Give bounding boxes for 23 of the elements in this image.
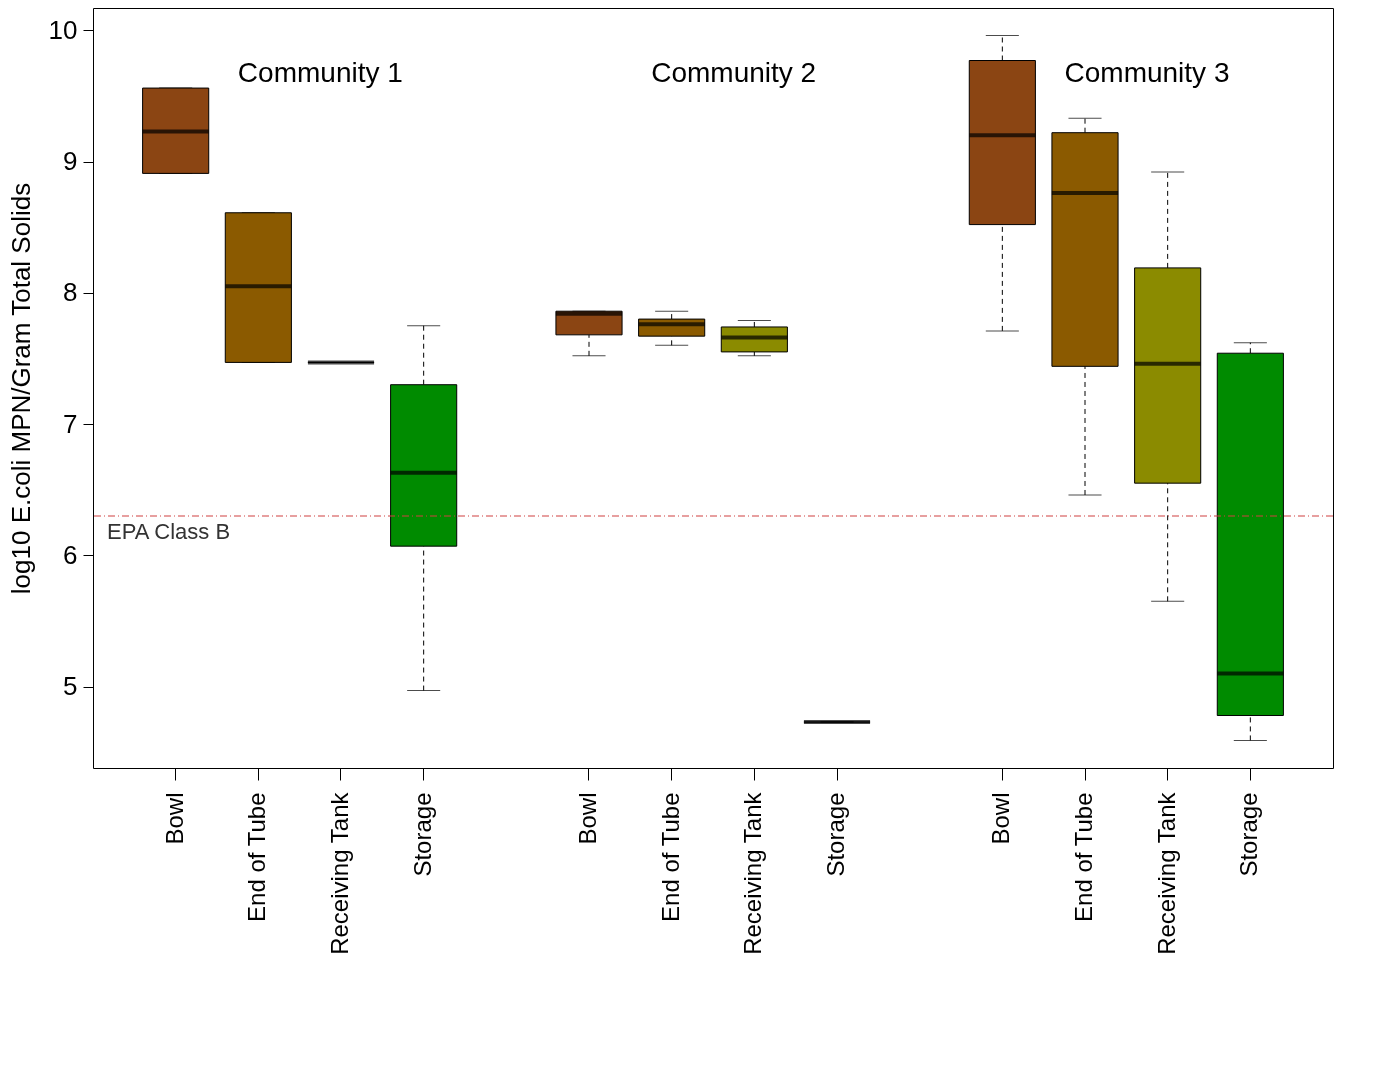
x-tick-label: Storage	[822, 792, 849, 877]
x-tick-label: End of Tube	[243, 792, 271, 922]
x-tick-label: Storage	[1235, 792, 1263, 877]
annotation: Community 2	[651, 57, 817, 88]
x-tick-label: Bowl	[987, 792, 1015, 845]
y-tick-label: 7	[63, 408, 78, 439]
x-tick-label: End of Tube	[656, 792, 684, 922]
y-tick-label: 5	[63, 671, 78, 702]
y-tick-label: 8	[63, 277, 78, 308]
y-axis-title: log10 E.coli MPN/Gram Total Solids	[5, 182, 36, 595]
x-tick-label: Bowl	[574, 792, 601, 845]
ref-line-label: EPA Class B	[107, 518, 231, 544]
annotation: Community 1	[237, 57, 403, 88]
y-tick-label: 9	[63, 146, 78, 177]
x-tick-label: Bowl	[160, 792, 188, 845]
x-tick-label: Storage	[408, 792, 436, 877]
y-tick-label: 10	[48, 14, 78, 45]
y-tick-label: 6	[63, 539, 78, 570]
x-tick-label: Receiving Tank	[326, 791, 353, 955]
annotation: Community 3	[1064, 57, 1230, 88]
x-tick-label: Receiving Tank	[1152, 791, 1180, 955]
x-tick-label: End of Tube	[1070, 792, 1097, 922]
x-tick-label: Receiving Tank	[739, 791, 767, 955]
